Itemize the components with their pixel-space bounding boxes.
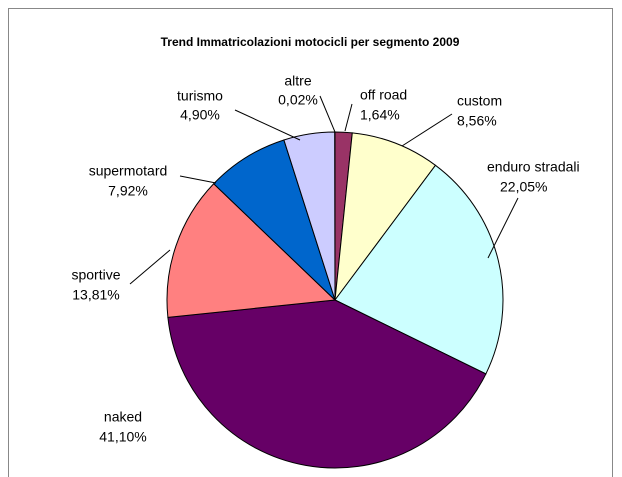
slice-label: custom [457, 93, 502, 109]
slice-label: turismo [177, 88, 223, 104]
leader-line [234, 109, 301, 141]
slice-label: enduro stradali [487, 159, 580, 175]
leader-line [344, 103, 353, 132]
pie-slice [334, 164, 504, 375]
pie-slice [166, 183, 337, 318]
slice-value-label: 41,10% [99, 429, 146, 445]
slice-value-label: 4,90% [180, 107, 220, 123]
slice-value-label: 13,81% [72, 287, 119, 303]
leader-line [487, 197, 519, 259]
pie-slice [167, 299, 487, 469]
slice-label: supermotard [89, 163, 168, 179]
slice-label: naked [104, 409, 142, 425]
chart-title: Trend Immatricolazioni motocicli per seg… [161, 35, 460, 49]
slice-value-label: 8,56% [457, 113, 497, 129]
slice-value-label: 0,02% [278, 92, 318, 108]
slice-label: altre [284, 73, 311, 89]
slice-label: off road [360, 87, 407, 103]
slice-value-label: 22,05% [500, 179, 547, 195]
leader-line [179, 175, 217, 184]
slice-value-label: 7,92% [108, 183, 148, 199]
leader-line [401, 113, 453, 147]
pie-slice [334, 132, 437, 302]
slice-label: sportive [71, 267, 120, 283]
leader-line [319, 95, 336, 133]
slice-value-label: 1,64% [360, 107, 400, 123]
leader-line [129, 249, 171, 285]
